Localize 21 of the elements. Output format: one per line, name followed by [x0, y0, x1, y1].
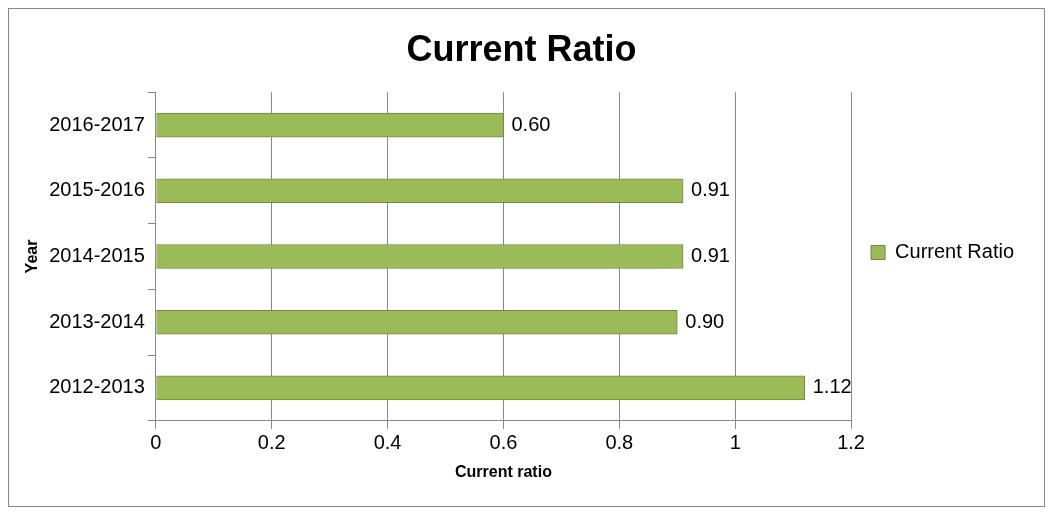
- x-tick-label: 0: [150, 431, 162, 454]
- x-tick-label: 1: [729, 431, 741, 454]
- chart-title: Current Ratio: [406, 27, 637, 69]
- x-axis-title: Current ratio: [455, 462, 553, 480]
- data-label: 0.91: [691, 244, 730, 267]
- x-tick-label: 0.6: [489, 431, 518, 454]
- y-tick-label: 2014-2015: [49, 244, 145, 267]
- legend-label: Current Ratio: [895, 240, 1014, 263]
- x-tick-label: 0.4: [373, 431, 402, 454]
- y-tick-label: 2012-2013: [49, 375, 145, 398]
- x-tick-label: 0.8: [605, 431, 634, 454]
- data-label: 0.60: [511, 112, 551, 135]
- data-label: 0.91: [691, 178, 730, 201]
- x-tick-label: 0.2: [257, 431, 286, 454]
- data-label: 0.90: [685, 309, 725, 332]
- x-tick-label: 1.2: [837, 431, 865, 454]
- y-axis-title: Year: [23, 239, 41, 274]
- y-tick-label: 2016-2017: [49, 112, 145, 135]
- y-tick-label: 2013-2014: [49, 309, 145, 332]
- y-tick-label: 2015-2016: [49, 178, 145, 201]
- data-label: 1.12: [812, 375, 852, 398]
